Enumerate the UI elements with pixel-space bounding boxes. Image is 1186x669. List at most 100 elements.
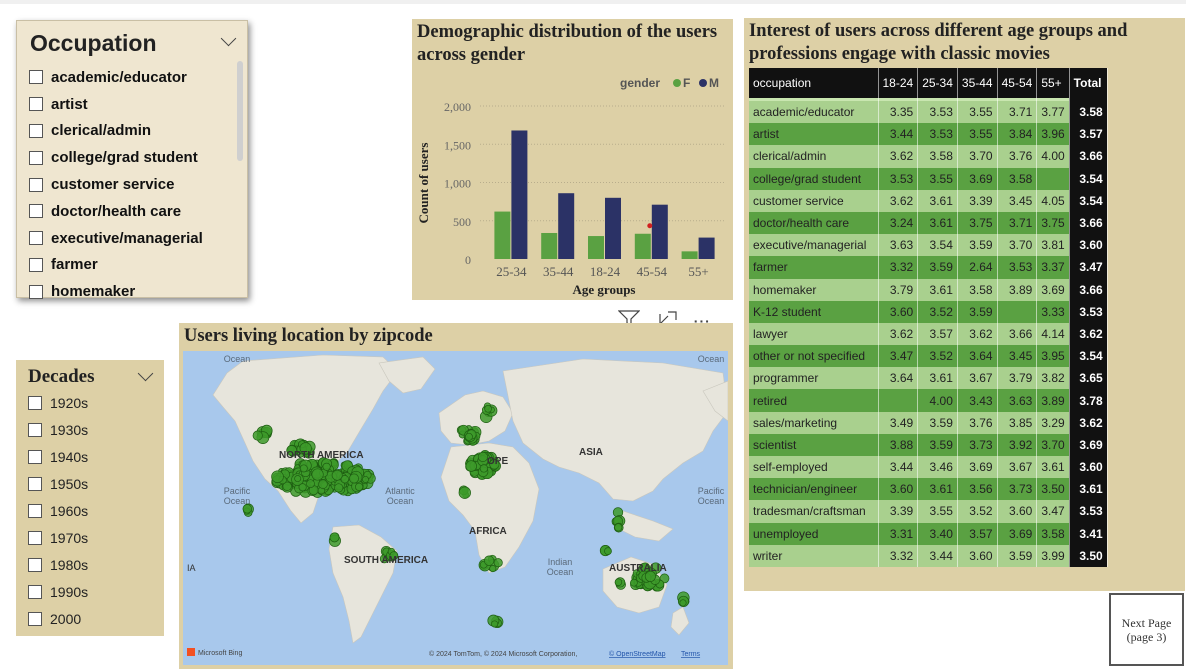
location-marker[interactable] bbox=[295, 476, 301, 482]
table-row[interactable]: college/grad student 3.53 3.55 3.69 3.58 3.54 bbox=[749, 168, 1107, 190]
decade-item[interactable]: 1960s bbox=[28, 498, 88, 525]
occupation-item[interactable]: clerical/admin bbox=[29, 118, 203, 145]
column-header[interactable]: Total bbox=[1069, 68, 1107, 98]
checkbox[interactable] bbox=[28, 531, 42, 545]
location-marker[interactable] bbox=[312, 469, 323, 480]
location-marker[interactable] bbox=[349, 474, 358, 483]
decade-item[interactable]: 1940s bbox=[28, 444, 88, 471]
location-marker[interactable] bbox=[680, 600, 686, 606]
checkbox[interactable] bbox=[29, 285, 43, 299]
osm-link[interactable]: © OpenStreetMap bbox=[609, 650, 666, 658]
decade-item[interactable]: 2000 bbox=[28, 605, 88, 632]
checkbox[interactable] bbox=[28, 423, 42, 437]
table-row[interactable]: scientist 3.88 3.59 3.73 3.92 3.70 3.69 bbox=[749, 434, 1107, 456]
chevron-down-icon[interactable] bbox=[138, 366, 154, 382]
occupation-item[interactable]: college/grad student bbox=[29, 144, 203, 171]
location-marker[interactable] bbox=[605, 548, 612, 555]
table-row[interactable]: writer 3.32 3.44 3.60 3.59 3.99 3.50 bbox=[749, 545, 1107, 567]
column-header[interactable]: 55+ bbox=[1037, 68, 1069, 98]
table-row[interactable]: sales/marketing 3.49 3.59 3.76 3.85 3.29 3.62 bbox=[749, 412, 1107, 434]
location-marker[interactable] bbox=[466, 461, 477, 472]
decade-item[interactable]: 1920s bbox=[28, 390, 88, 417]
occupation-item[interactable]: doctor/health care bbox=[29, 198, 203, 225]
location-marker[interactable] bbox=[465, 433, 472, 440]
occupation-item[interactable]: homemaker bbox=[29, 278, 203, 305]
location-marker[interactable] bbox=[243, 505, 252, 514]
column-header[interactable]: 45-54 bbox=[997, 68, 1037, 98]
location-marker[interactable] bbox=[485, 405, 492, 412]
table-row[interactable]: farmer 3.32 3.59 2.64 3.53 3.37 3.47 bbox=[749, 256, 1107, 278]
column-header[interactable]: 25-34 bbox=[918, 68, 958, 98]
location-marker[interactable] bbox=[330, 533, 339, 542]
location-marker[interactable] bbox=[332, 470, 342, 480]
location-marker[interactable] bbox=[494, 559, 502, 567]
bar-M-35-44[interactable] bbox=[558, 193, 574, 259]
column-header[interactable]: occupation bbox=[749, 68, 878, 98]
decade-item[interactable]: 1930s bbox=[28, 417, 88, 444]
bar-M-55+[interactable] bbox=[699, 238, 715, 259]
legend-entry[interactable]: M bbox=[709, 76, 719, 90]
bar-F-25-34[interactable] bbox=[494, 212, 510, 259]
location-marker[interactable] bbox=[630, 579, 637, 586]
checkbox[interactable] bbox=[29, 97, 43, 111]
location-marker[interactable] bbox=[323, 463, 330, 470]
occupation-item[interactable]: executive/managerial bbox=[29, 225, 203, 252]
table-row[interactable]: self-employed 3.44 3.46 3.69 3.67 3.61 3.60 bbox=[749, 456, 1107, 478]
location-marker[interactable] bbox=[490, 565, 496, 571]
column-header[interactable]: 18-24 bbox=[878, 68, 918, 98]
checkbox[interactable] bbox=[28, 585, 42, 599]
next-page-button[interactable]: Next Page (page 3) bbox=[1109, 593, 1184, 666]
occupation-item[interactable]: academic/educator bbox=[29, 64, 203, 91]
bar-F-18-24[interactable] bbox=[588, 236, 604, 259]
map-canvas[interactable]: Ocean Ocean Pacific Ocean Pacific Ocean At… bbox=[183, 351, 728, 665]
checkbox[interactable] bbox=[28, 450, 42, 464]
occupation-item[interactable]: customer service bbox=[29, 171, 203, 198]
bar-M-25-34[interactable] bbox=[511, 130, 527, 259]
location-marker[interactable] bbox=[299, 484, 306, 491]
decade-item[interactable]: 1980s bbox=[28, 551, 88, 578]
decade-item[interactable]: 1970s bbox=[28, 524, 88, 551]
table-row[interactable]: technician/engineer 3.60 3.61 3.56 3.73 3.50 3… bbox=[749, 478, 1107, 500]
table-row[interactable]: programmer 3.64 3.61 3.67 3.79 3.82 3.65 bbox=[749, 367, 1107, 389]
location-marker[interactable] bbox=[319, 480, 328, 489]
checkbox[interactable] bbox=[28, 558, 42, 572]
location-marker[interactable] bbox=[459, 487, 471, 499]
bar-M-45-54[interactable] bbox=[652, 205, 668, 259]
table-row[interactable]: lawyer 3.62 3.57 3.62 3.66 4.14 3.62 bbox=[749, 323, 1107, 345]
table-row[interactable]: executive/managerial 3.63 3.54 3.59 3.70 3.81… bbox=[749, 234, 1107, 256]
checkbox[interactable] bbox=[29, 70, 43, 84]
checkbox[interactable] bbox=[29, 151, 43, 165]
table-row[interactable]: clerical/admin 3.62 3.58 3.70 3.76 4.00 3.66 bbox=[749, 145, 1107, 167]
table-row[interactable]: doctor/health care 3.24 3.61 3.75 3.71 3.75 3.… bbox=[749, 212, 1107, 234]
legend-entry[interactable]: F bbox=[683, 76, 690, 90]
location-marker[interactable] bbox=[253, 431, 262, 440]
bar-M-18-24[interactable] bbox=[605, 198, 621, 259]
table-row[interactable]: customer service 3.62 3.61 3.39 3.45 4.05 3.54 bbox=[749, 190, 1107, 212]
terms-link[interactable]: Terms bbox=[681, 651, 701, 658]
checkbox[interactable] bbox=[28, 612, 42, 626]
scrollbar[interactable] bbox=[237, 61, 243, 161]
checkbox[interactable] bbox=[29, 231, 43, 245]
bar-F-35-44[interactable] bbox=[541, 233, 557, 259]
table-row[interactable]: K-12 student 3.60 3.52 3.59 3.33 3.53 bbox=[749, 301, 1107, 323]
table-row[interactable]: academic/educator 3.35 3.53 3.55 3.71 3.77 3.5… bbox=[749, 101, 1107, 123]
checkbox[interactable] bbox=[29, 178, 43, 192]
location-marker[interactable] bbox=[484, 556, 494, 566]
table-row[interactable]: other or not specified 3.47 3.52 3.64 3.45 3.… bbox=[749, 345, 1107, 367]
checkbox[interactable] bbox=[28, 477, 42, 491]
column-header[interactable]: 35-44 bbox=[957, 68, 997, 98]
checkbox[interactable] bbox=[29, 204, 43, 218]
location-marker[interactable] bbox=[615, 579, 622, 586]
table-row[interactable]: unemployed 3.31 3.40 3.57 3.69 3.58 3.41 bbox=[749, 523, 1107, 545]
location-marker[interactable] bbox=[307, 480, 315, 488]
location-marker[interactable] bbox=[335, 484, 343, 492]
bar-F-55+[interactable] bbox=[682, 251, 698, 259]
location-marker[interactable] bbox=[300, 465, 307, 472]
table-row[interactable]: retired 4.00 3.43 3.63 3.89 3.78 bbox=[749, 389, 1107, 411]
checkbox[interactable] bbox=[28, 504, 42, 518]
occupation-item[interactable]: farmer bbox=[29, 252, 203, 279]
chevron-down-icon[interactable] bbox=[221, 31, 237, 47]
table-row[interactable]: tradesman/craftsman 3.39 3.55 3.52 3.60 3.47 3… bbox=[749, 500, 1107, 522]
location-marker[interactable] bbox=[355, 483, 362, 490]
decade-item[interactable]: 1990s bbox=[28, 578, 88, 605]
